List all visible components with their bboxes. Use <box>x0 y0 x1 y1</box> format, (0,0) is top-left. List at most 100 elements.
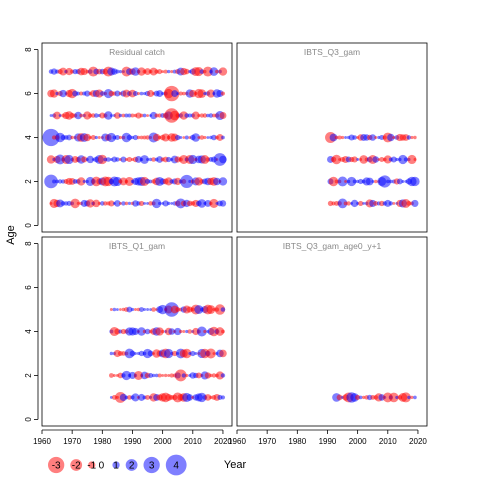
residual-bubble <box>143 308 147 311</box>
x-tick-label: 1960 <box>33 437 51 446</box>
residual-bubble <box>103 157 108 162</box>
panel-frame <box>41 236 233 427</box>
residual-bubble <box>185 373 189 378</box>
y-tick-label: 4 <box>24 135 33 140</box>
residual-bubble <box>174 327 182 336</box>
residual-bubble <box>395 157 399 162</box>
residual-bubble <box>216 134 224 141</box>
residual-bubble <box>219 349 227 358</box>
residual-bubble <box>148 372 154 378</box>
residual-bubble <box>221 329 225 334</box>
residual-bubble <box>216 90 224 98</box>
residual-bubble <box>151 157 156 162</box>
residual-bubble <box>386 179 390 184</box>
residual-bubble <box>195 372 202 379</box>
x-tick-label: 2010 <box>379 437 397 446</box>
residual-bubble <box>147 350 154 357</box>
residual-bubble <box>350 199 359 208</box>
residual-bubble <box>130 113 135 118</box>
residual-bubble <box>151 307 156 312</box>
residual-bubble <box>112 373 116 377</box>
residual-bubble <box>337 176 348 187</box>
residual-bubble <box>343 201 348 206</box>
residual-bubble <box>128 371 137 380</box>
residual-bubble <box>59 67 68 76</box>
y-tick-label: 6 <box>24 285 33 290</box>
bubbles <box>108 302 227 403</box>
residual-bubble <box>182 330 186 333</box>
residual-bubble <box>42 128 60 147</box>
residual-bubble <box>209 373 213 378</box>
residual-bubble <box>372 156 380 163</box>
residual-bubble <box>120 156 127 163</box>
residual-bubble <box>174 369 187 382</box>
bubbles <box>332 392 417 403</box>
residual-bubble <box>334 135 339 140</box>
residual-bubble <box>191 133 201 142</box>
residual-bubble <box>327 200 334 207</box>
residual-bubble <box>346 201 351 206</box>
residual-bubble <box>161 91 165 96</box>
residual-bubble <box>180 174 194 189</box>
residual-bubble <box>65 67 73 76</box>
residual-bubble <box>64 154 74 165</box>
residual-bubble <box>182 348 192 359</box>
bubble-legend: -3 -2 -1 0 1 2 3 4 <box>48 454 187 476</box>
residual-bubble <box>46 155 56 164</box>
x-tick-label: 1990 <box>319 437 337 446</box>
residual-bubble <box>135 156 142 163</box>
residual-bubble <box>118 113 123 118</box>
y-tick-label: 6 <box>24 91 33 96</box>
residual-bubble <box>219 112 227 120</box>
residual-bubble <box>174 156 181 163</box>
residual-bubble <box>200 155 210 164</box>
residual-bubble <box>112 176 122 187</box>
residual-bubble <box>352 179 357 184</box>
residual-bubble <box>149 111 158 120</box>
residual-bubble <box>218 67 228 76</box>
residual-bubble <box>389 179 393 184</box>
residual-bubble <box>344 136 348 139</box>
residual-bubble <box>187 113 192 118</box>
residual-bubble <box>138 200 145 207</box>
residual-bubble <box>179 329 183 334</box>
residual-bubble <box>392 201 396 205</box>
residual-bubble <box>194 67 204 77</box>
residual-bubble <box>211 134 217 141</box>
residual-bubble <box>191 111 200 120</box>
residual-bubble <box>182 136 186 139</box>
residual-bubble <box>124 201 129 206</box>
residual-bubble <box>144 328 151 335</box>
residual-bubble <box>209 67 219 76</box>
residual-bubble <box>121 201 126 206</box>
residual-bubble <box>108 90 115 97</box>
residual-bubble <box>220 373 226 378</box>
residual-bubble <box>90 135 96 140</box>
residual-bubble <box>358 395 363 400</box>
residual-bubble <box>155 327 164 336</box>
y-tick-label: 8 <box>24 47 33 52</box>
residual-bubble <box>175 307 181 312</box>
residual-bubble <box>109 308 113 312</box>
residual-bubble <box>220 91 226 96</box>
y-tick-label: 0 <box>24 223 33 228</box>
residual-bubble <box>356 158 360 161</box>
residual-bubble <box>114 90 121 97</box>
residual-bubble <box>52 179 57 184</box>
panel-frame <box>236 236 428 427</box>
residual-bubble <box>197 199 207 208</box>
panel-1: Residual catch <box>41 42 233 233</box>
residual-bubble <box>410 395 414 400</box>
legend-label: 1 <box>113 461 119 472</box>
residual-bubble <box>127 395 132 400</box>
residual-bubble <box>196 326 207 337</box>
y-tick-label: 0 <box>24 417 33 422</box>
residual-bubble <box>136 135 141 140</box>
residual-bubble <box>395 395 399 400</box>
residual-bubble <box>148 157 153 162</box>
legend-bubble <box>165 454 187 476</box>
residual-bubble <box>340 135 345 140</box>
residual-bubble <box>94 113 99 118</box>
residual-bubble <box>413 135 417 140</box>
